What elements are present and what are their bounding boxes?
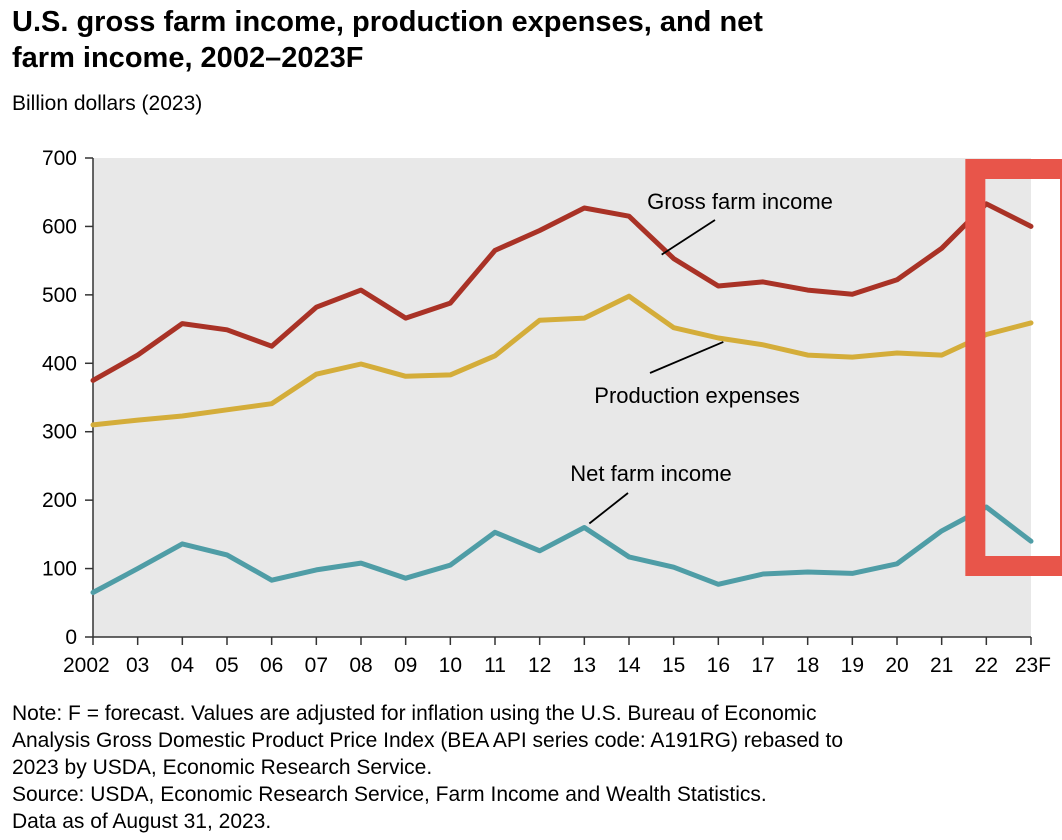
highlight-layer	[965, 159, 1062, 576]
series-layer	[90, 201, 1034, 595]
y-tick-label: 0	[65, 626, 77, 649]
chart-title-line-2: farm income, 2002–2023F	[12, 42, 364, 74]
x-tick-label: 05	[215, 654, 238, 677]
x-tick-label: 09	[394, 654, 417, 677]
x-tick-label: 16	[707, 654, 730, 677]
y-tick-label: 300	[42, 421, 77, 444]
x-tick-label: 07	[305, 654, 328, 677]
series-annotation-label: Production expenses	[594, 383, 799, 408]
note-line-1: Note: F = forecast. Values are adjusted …	[12, 702, 817, 725]
x-tick-label: 12	[528, 654, 551, 677]
x-tick-label: 22	[975, 654, 998, 677]
note-line-2: Analysis Gross Domestic Product Price In…	[12, 729, 844, 752]
data-date-line: Data as of August 31, 2023.	[12, 810, 272, 833]
x-tick-label: 14	[617, 654, 641, 677]
source-line: Source: USDA, Economic Research Service,…	[12, 783, 767, 806]
y-tick-label: 700	[42, 147, 77, 170]
x-tick-label: 10	[439, 654, 462, 677]
note-line-3: 2023 by USDA, Economic Research Service.	[12, 756, 433, 779]
plot-area	[93, 158, 1031, 637]
y-tick-label: 400	[42, 352, 77, 375]
y-tick-label: 100	[42, 558, 77, 581]
line-chart: 0 100 200 300 400 500 600 700 2002 03 04 05 06 07 08 0…	[42, 147, 1062, 677]
y-tick-label: 200	[42, 489, 77, 512]
series-annotation-label: Gross farm income	[647, 189, 833, 214]
chart-title-line-1: U.S. gross farm income, production expen…	[12, 6, 763, 38]
x-tick-label: 19	[841, 654, 864, 677]
x-tick-label: 04	[171, 654, 195, 677]
x-tick-label: 08	[349, 654, 372, 677]
x-tick-label: 2002	[63, 654, 110, 677]
annotation-leader-line	[649, 341, 724, 374]
x-tick-label: 11	[484, 654, 506, 677]
annotation-leader-line	[588, 492, 629, 525]
x-tick-label: 18	[796, 654, 819, 677]
x-tick-label: 23F	[1015, 654, 1051, 677]
series-annotation-label: Net farm income	[570, 461, 731, 486]
chart-title: U.S. gross farm income, production expen…	[12, 4, 1012, 76]
annotation-leader-line	[661, 219, 716, 256]
y-tick-label: 600	[42, 215, 77, 238]
x-tick-label: 17	[751, 654, 774, 677]
x-tick-label: 03	[126, 654, 149, 677]
x-tick-label: 06	[260, 654, 283, 677]
series-line-gross-farm-income	[90, 201, 1034, 383]
x-axis: 2002 03 04 05 06 07 08 09 10 11 12 13 14 15 16 17 18 19 20…	[63, 636, 1051, 677]
x-tick-label: 15	[662, 654, 685, 677]
x-tick-label: 20	[885, 654, 908, 677]
highlight-box	[965, 159, 1062, 576]
y-axis-unit-label: Billion dollars (2023)	[12, 92, 203, 115]
y-tick-label: 500	[42, 284, 77, 307]
series-line-net-farm-income	[90, 504, 1034, 595]
series-line-production-expenses	[90, 293, 1034, 428]
x-tick-label: 13	[573, 654, 596, 677]
annotation-layer: Gross farm income Production expenses Net …	[570, 189, 833, 525]
x-tick-label: 21	[930, 654, 953, 677]
chart-notes: Note: F = forecast. Values are adjusted …	[12, 700, 1052, 835]
y-axis: 0 100 200 300 400 500 600 700	[42, 147, 94, 649]
